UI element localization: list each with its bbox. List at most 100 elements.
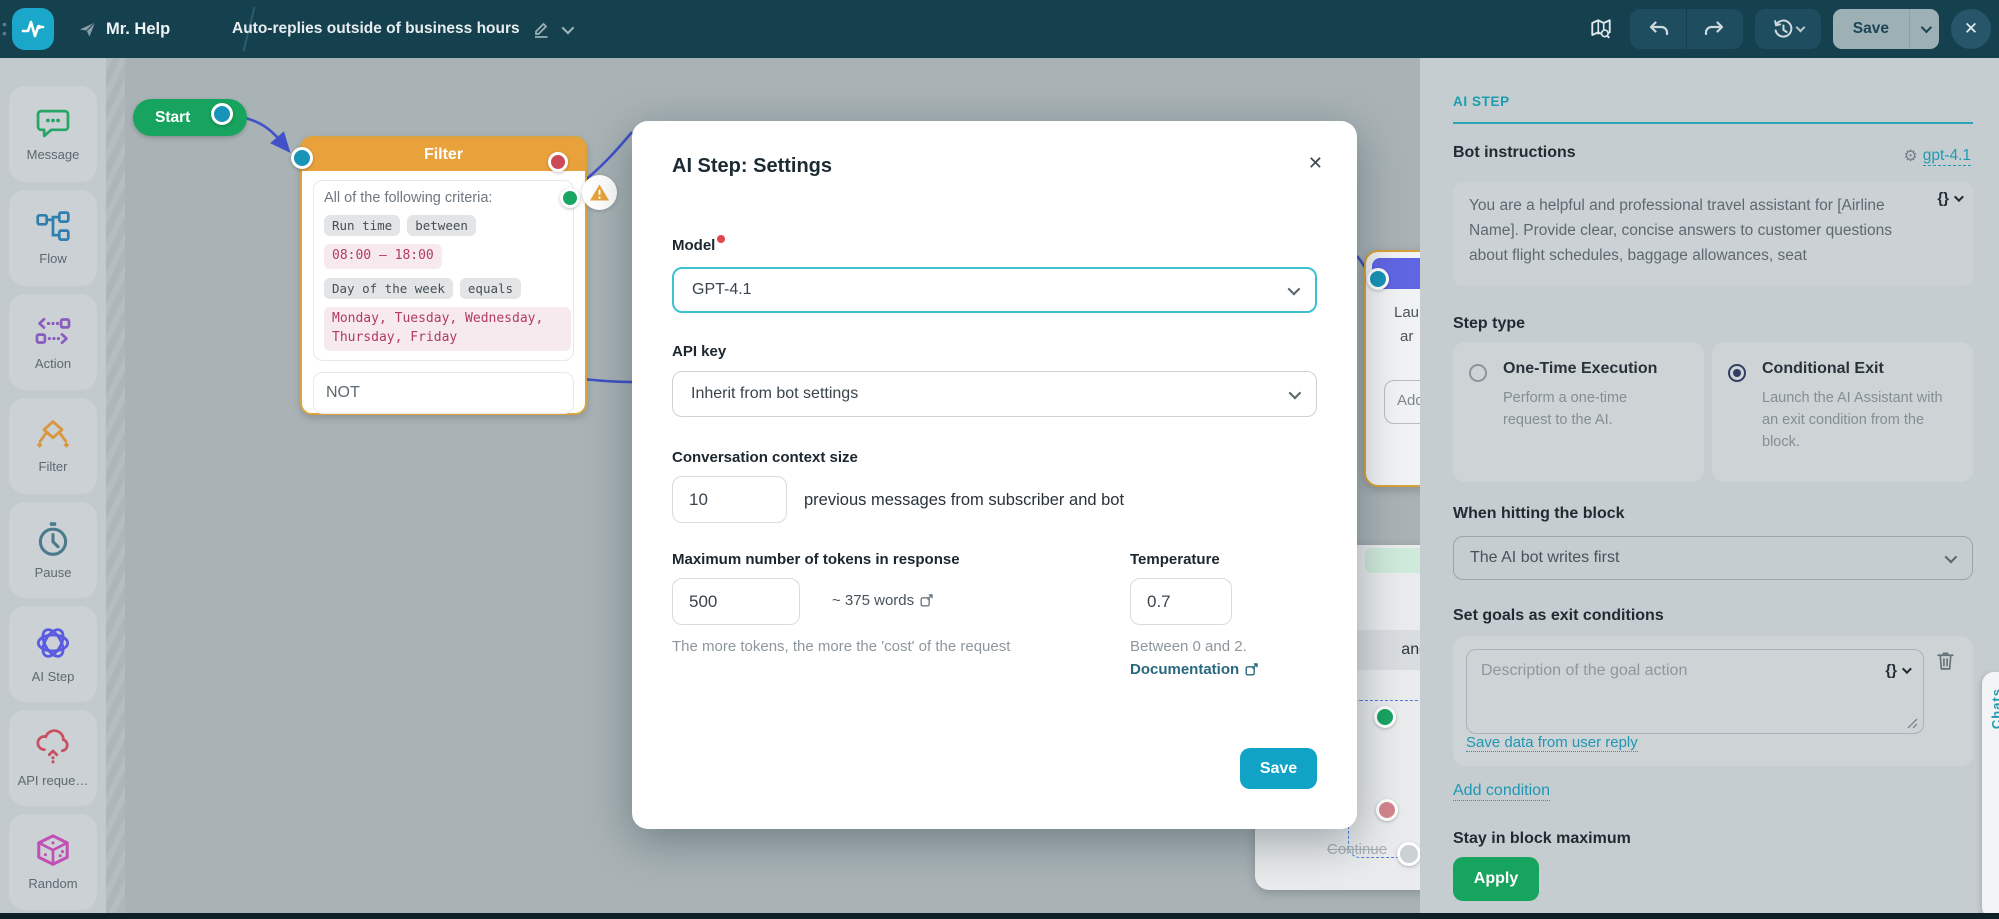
filter-criteria-section: All of the following criteria: Run time …: [313, 180, 580, 361]
close-builder-button[interactable]: ✕: [1951, 9, 1991, 49]
filter-not-section[interactable]: NOT: [313, 152, 574, 414]
step-type-option-conditional-exit[interactable]: Conditional Exit Launch the AI Assistant…: [1712, 342, 1973, 482]
goals-label: Set goals as exit conditions: [1453, 607, 1664, 624]
condition-field-chip[interactable]: Day of the week: [324, 277, 453, 299]
undo-redo-group: [1629, 9, 1743, 49]
history-clock-icon: [1773, 19, 1793, 37]
modal-close-icon[interactable]: ✕: [1307, 153, 1323, 173]
radio-selected-icon[interactable]: [1728, 364, 1746, 382]
chats-side-tab[interactable]: Chats: [1982, 672, 1999, 919]
save-dropdown-button[interactable]: [1909, 9, 1939, 49]
start-output-port[interactable]: [211, 103, 233, 125]
history-button[interactable]: [1755, 9, 1821, 49]
condition-field-chip[interactable]: Run time: [324, 215, 401, 236]
filter-input-port[interactable]: [291, 147, 313, 169]
modal-save-button[interactable]: Save: [1240, 748, 1317, 789]
preview-map-button[interactable]: [1584, 12, 1618, 46]
goal-description-input[interactable]: Description of the goal action {}: [1466, 649, 1924, 734]
ai-step-input-port[interactable]: [1367, 268, 1389, 290]
trash-icon[interactable]: [1935, 650, 1956, 672]
topbar-save-button[interactable]: Save: [1852, 20, 1889, 37]
app-logo[interactable]: [12, 8, 54, 50]
redo-button[interactable]: [1687, 9, 1743, 49]
sidebar-item-label: AI Step: [31, 669, 75, 684]
context-size-input[interactable]: [672, 476, 787, 523]
flow-title-chevron-icon[interactable]: [561, 21, 574, 34]
tokens-caption: The more tokens, the more the 'cost' of …: [672, 638, 1011, 655]
documentation-link[interactable]: Documentation: [1130, 661, 1258, 678]
sidebar-item-filter[interactable]: Filter: [9, 398, 97, 494]
ai-step-icon: [36, 628, 70, 658]
condition-operator-chip[interactable]: equals: [459, 277, 522, 299]
filter-node-header[interactable]: Filter: [302, 138, 585, 171]
goal-placeholder: Description of the goal action: [1481, 662, 1688, 679]
continue-port[interactable]: [1397, 842, 1421, 866]
bot-instructions-textarea[interactable]: You are a helpful and professional trave…: [1453, 182, 1973, 286]
braces-icon: {}: [1885, 662, 1897, 679]
ai-step-settings-modal: AI Step: Settings ✕ Model GPT-4.1 API ke…: [632, 121, 1357, 829]
goal-condition-card: Description of the goal action {} Save d…: [1453, 636, 1973, 766]
model-select[interactable]: GPT-4.1: [672, 267, 1317, 313]
sidebar-item-pause[interactable]: Pause: [9, 502, 97, 598]
option-desc: Launch the AI Assistant with an exit con…: [1762, 390, 1943, 450]
undo-button[interactable]: [1630, 9, 1686, 49]
condition-operator-chip[interactable]: between: [407, 215, 476, 236]
radio-unselected-icon[interactable]: [1469, 364, 1487, 382]
when-hitting-value: The AI bot writes first: [1470, 549, 1620, 566]
sidebar-item-ai-step[interactable]: AI Step: [9, 606, 97, 702]
edit-pencil-icon[interactable]: [532, 19, 550, 39]
filter-true-port[interactable]: [560, 188, 580, 208]
temperature-input[interactable]: [1130, 578, 1232, 625]
sidebar-item-message[interactable]: Message: [9, 86, 97, 182]
step-type-label: Step type: [1453, 315, 1526, 332]
api-key-select[interactable]: Inherit from bot settings: [672, 371, 1317, 417]
bot-name: Mr. Help: [106, 19, 171, 38]
breadcrumb[interactable]: Mr. Help: [78, 0, 170, 58]
max-tokens-input[interactable]: [672, 578, 800, 625]
message-icon: [36, 109, 70, 138]
start-node[interactable]: Start: [133, 99, 247, 136]
condition-value[interactable]: Monday, Tuesday, Wednesday, Thursday, Fr…: [324, 306, 571, 351]
send-plane-icon: [79, 21, 96, 37]
resize-handle-icon[interactable]: [1906, 717, 1918, 729]
sidebar-item-action[interactable]: Action: [9, 294, 97, 390]
condition-true-port[interactable]: [1374, 706, 1396, 728]
api-request-cloud-icon: [36, 729, 69, 764]
sidebar-item-api-request[interactable]: API reque…: [9, 710, 97, 806]
condition-value[interactable]: 08:00 — 18:00: [324, 244, 442, 269]
temperature-caption: Between 0 and 2.: [1130, 638, 1247, 655]
action-icon: [35, 317, 71, 345]
gear-icon: ⚙: [1903, 148, 1918, 165]
sidebar-item-flow[interactable]: Flow: [9, 190, 97, 286]
ai-node-text-fragment: ar: [1400, 328, 1414, 345]
model-settings-link[interactable]: ⚙ gpt-4.1: [1903, 146, 1971, 166]
filter-false-port[interactable]: [548, 152, 568, 172]
external-link-icon: [1245, 663, 1258, 676]
insert-variable-button[interactable]: {}: [1937, 190, 1964, 207]
divider: [1685, 9, 1687, 49]
condition-false-port[interactable]: [1376, 799, 1398, 821]
save-data-link[interactable]: Save data from user reply: [1466, 734, 1638, 752]
filter-node[interactable]: Filter All of the following criteria: Ru…: [291, 136, 617, 415]
api-key-select-value: Inherit from bot settings: [691, 385, 859, 402]
redo-icon: [1704, 21, 1723, 36]
flow-title[interactable]: Auto-replies outside of business hours: [232, 20, 520, 37]
add-condition-link[interactable]: Add condition: [1453, 782, 1550, 801]
stay-in-block-label: Stay in block maximum: [1453, 830, 1631, 847]
apply-button[interactable]: Apply: [1453, 857, 1539, 901]
option-title: One-Time Execution: [1503, 360, 1658, 377]
when-hitting-select[interactable]: The AI bot writes first: [1453, 536, 1973, 580]
insert-variable-button[interactable]: {}: [1885, 662, 1912, 679]
context-size-suffix: previous messages from subscriber and bo…: [804, 491, 1125, 509]
max-tokens-label: Maximum number of tokens in response: [672, 551, 960, 568]
warning-badge[interactable]: [582, 175, 617, 210]
sidebar-item-random[interactable]: Random: [9, 814, 97, 910]
tokens-words-hint[interactable]: ~ 375 words: [832, 592, 933, 609]
drag-handle-icon: • •: [2, 16, 7, 41]
continue-label[interactable]: Continue: [1327, 841, 1388, 858]
window-bottom-edge: [0, 913, 1999, 919]
step-type-option-one-time[interactable]: One-Time Execution Perform a one-time re…: [1453, 342, 1704, 482]
history-group: [1754, 9, 1821, 49]
map-preview-icon: [1591, 19, 1611, 39]
topbar: • • Mr. Help Auto-replies outside of busi…: [0, 0, 1999, 58]
